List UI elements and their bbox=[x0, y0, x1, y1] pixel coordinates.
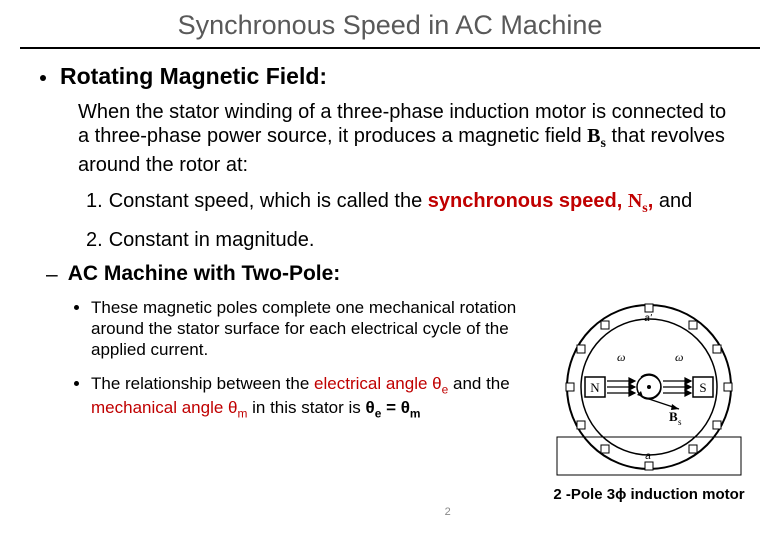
ns-letter: N bbox=[628, 190, 642, 212]
caption-part-1: 2 -Pole 3 bbox=[553, 486, 615, 503]
slot-label-a: a bbox=[645, 451, 651, 462]
sub2-p3: in this stator is bbox=[247, 398, 365, 417]
lower-text-column: These magnetic poles complete one mechan… bbox=[26, 297, 536, 433]
theta-m-sub: m bbox=[238, 406, 248, 420]
eq-theta-m: θ bbox=[401, 398, 410, 417]
sub1-text: These magnetic poles complete one mechan… bbox=[91, 297, 536, 361]
mech-angle-label: mechanical angle bbox=[91, 398, 228, 417]
list-item-1: 1. Constant speed, which is called the s… bbox=[86, 189, 714, 218]
lower-section: These magnetic poles complete one mechan… bbox=[26, 297, 754, 503]
item-body: Constant speed, which is called the sync… bbox=[109, 189, 693, 218]
sub-bullet-2: The relationship between the electrical … bbox=[74, 373, 536, 422]
sub2-p2: and the bbox=[448, 374, 509, 393]
sub2-p1: The relationship between the bbox=[91, 374, 314, 393]
pole-s-label: S bbox=[699, 380, 706, 395]
slot-label-a-prime: a' bbox=[644, 313, 653, 324]
bullet-icon bbox=[74, 381, 79, 386]
page-title: Synchronous Speed in AC Machine bbox=[20, 10, 760, 41]
two-pole-diagram: N S B s ω ω bbox=[549, 297, 749, 477]
bs-symbol: Bs bbox=[587, 125, 606, 147]
bullet-icon bbox=[40, 75, 46, 81]
heading-two-pole: – AC Machine with Two-Pole: bbox=[46, 262, 754, 287]
page-number: 2 bbox=[445, 506, 451, 518]
intro-paragraph: When the stator winding of a three-phase… bbox=[78, 100, 734, 177]
omega-label-2: ω bbox=[675, 350, 683, 364]
eq-m-sub: m bbox=[410, 406, 421, 420]
syncspeed-label: synchronous speed, bbox=[428, 190, 628, 212]
elec-angle: electrical angle θe bbox=[314, 374, 448, 393]
content-area: Rotating Magnetic Field: When the stator… bbox=[0, 63, 780, 503]
item1-red: synchronous speed, Ns, bbox=[428, 190, 654, 212]
mech-angle: mechanical angle θm bbox=[91, 398, 247, 417]
eq-theta-e: θ bbox=[366, 398, 375, 417]
bs-sub-label: s bbox=[678, 417, 682, 427]
item1-text-1: Constant speed, which is called the bbox=[109, 190, 428, 212]
b-letter: B bbox=[587, 125, 600, 147]
heading-rotating-field: Rotating Magnetic Field: bbox=[26, 63, 754, 90]
omega-label-1: ω bbox=[617, 350, 625, 364]
figure-caption: 2 -Pole 3ϕ induction motor bbox=[544, 486, 754, 503]
item-body: Constant in magnitude. bbox=[109, 228, 315, 252]
item-number: 2. bbox=[86, 228, 109, 252]
list-item-2: 2. Constant in magnitude. bbox=[86, 228, 714, 252]
pole-n-label: N bbox=[590, 380, 600, 395]
caption-phi: ϕ bbox=[615, 486, 626, 503]
sub2-text: The relationship between the electrical … bbox=[91, 373, 536, 422]
sub-bullet-1: These magnetic poles complete one mechan… bbox=[74, 297, 536, 361]
item-number: 1. bbox=[86, 189, 109, 218]
heading2-text: AC Machine with Two-Pole: bbox=[68, 262, 341, 287]
item1-text-2: and bbox=[653, 190, 692, 212]
figure-block: N S B s ω ω bbox=[544, 297, 754, 503]
theta: θ bbox=[432, 374, 441, 393]
theta2: θ bbox=[228, 398, 237, 417]
eq-equals: = bbox=[381, 398, 400, 417]
bullet-icon bbox=[74, 305, 79, 310]
title-bar: Synchronous Speed in AC Machine bbox=[20, 0, 760, 49]
dash-icon: – bbox=[46, 262, 58, 287]
heading-text: Rotating Magnetic Field: bbox=[60, 63, 327, 90]
caption-part-2: induction motor bbox=[626, 486, 744, 503]
elec-angle-label: electrical angle bbox=[314, 374, 432, 393]
bs-label: B bbox=[669, 409, 678, 424]
